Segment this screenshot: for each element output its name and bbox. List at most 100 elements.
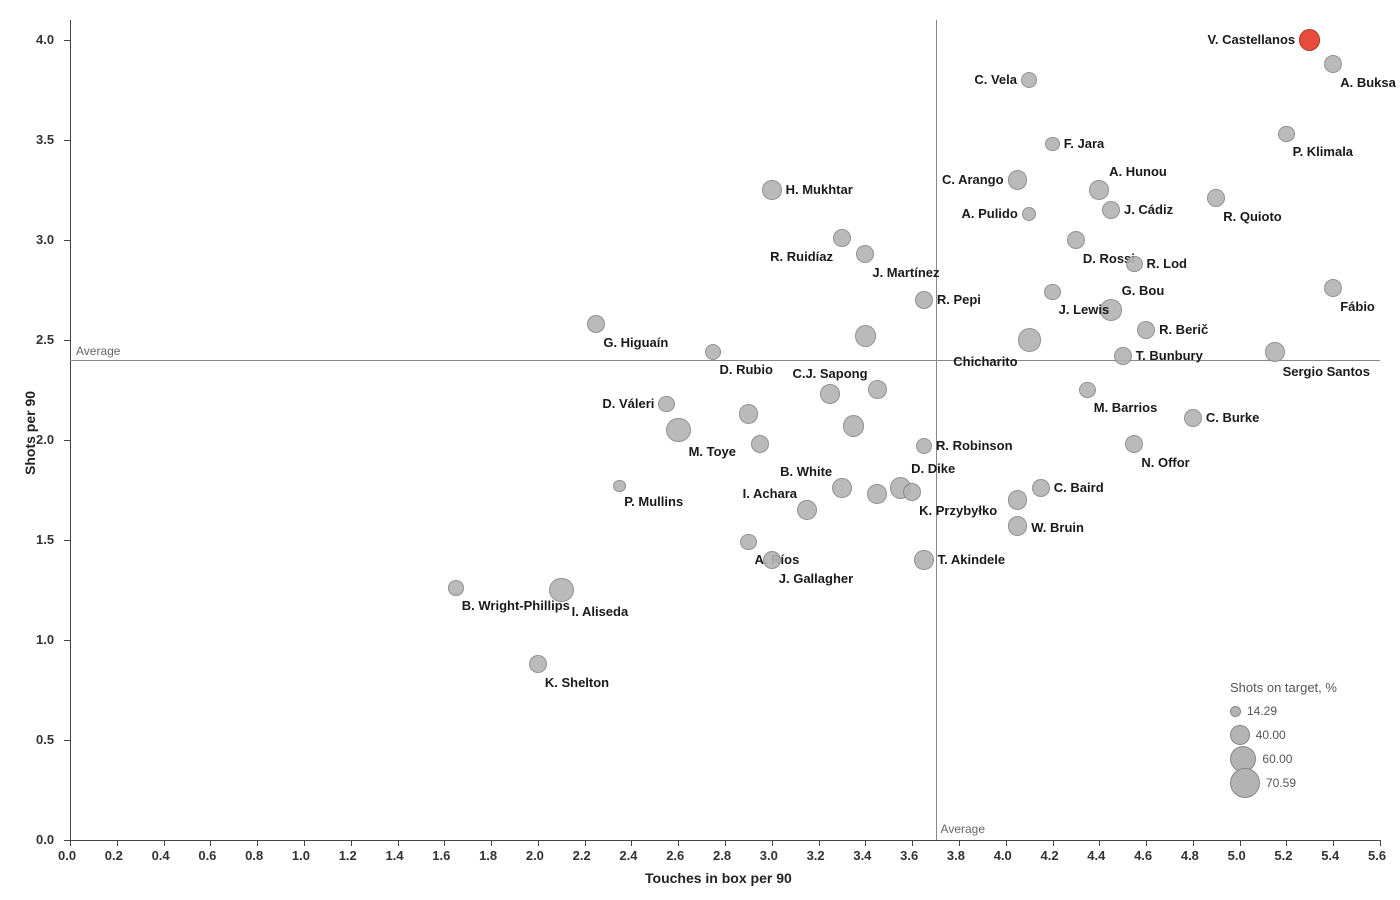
data-point [1021,72,1037,88]
x-tick-label: 2.4 [619,848,637,863]
data-point [587,315,605,333]
data-point [762,180,782,200]
x-tick-label: 1.4 [386,848,404,863]
point-label: M. Barrios [1094,400,1158,415]
point-label: R. Ruidíaz [770,249,833,264]
point-label: R. Quioto [1223,209,1282,224]
legend-row: 40.00 [1230,723,1337,747]
point-label: Sergio Santos [1283,364,1370,379]
point-label: R. Robinson [936,438,1013,453]
point-label: J. Lewis [1059,302,1110,317]
point-label: C.J. Sapong [792,366,867,381]
data-point [448,580,464,596]
x-average-label: Average [941,822,985,836]
x-tick-label: 3.8 [947,848,965,863]
legend-bubble [1230,768,1260,798]
data-point [867,484,887,504]
x-tick-label: 2.2 [573,848,591,863]
data-point [658,396,674,412]
x-tick-label: 5.4 [1321,848,1339,863]
data-point [1137,321,1155,339]
legend-value: 14.29 [1247,704,1277,718]
point-label: I. Achara [743,486,797,501]
point-label: K. Przybyłko [919,503,997,518]
data-point [903,483,921,501]
data-point [1126,256,1142,272]
legend-value: 70.59 [1266,776,1296,790]
x-tick-label: 3.0 [760,848,778,863]
data-point [797,500,817,520]
y-tick-label: 3.5 [36,132,54,147]
legend-value: 40.00 [1256,728,1286,742]
x-tick-label: 5.0 [1228,848,1246,863]
data-point [1125,435,1143,453]
data-point [1008,516,1028,536]
point-label: F. Jara [1064,136,1104,151]
data-point [916,438,932,454]
point-label: C. Arango [942,172,1004,187]
x-tick-label: 0.6 [198,848,216,863]
data-point [1022,207,1037,222]
x-tick-label: 3.4 [853,848,871,863]
data-point [740,534,756,550]
x-tick-label: 4.6 [1134,848,1152,863]
point-label: A. Pulido [961,206,1017,221]
data-point [914,550,934,570]
x-tick-label: 2.8 [713,848,731,863]
x-tick-label: 4.4 [1087,848,1105,863]
data-point [529,655,547,673]
point-label: Chicharito [953,354,1017,369]
data-point [705,344,721,360]
point-label: P. Klimala [1293,144,1353,159]
y-tick-label: 3.0 [36,232,54,247]
y-axis-line [70,20,71,840]
point-label: R. Lod [1147,256,1187,271]
x-tick-label: 3.2 [807,848,825,863]
data-point [1018,328,1041,351]
data-point [1324,55,1342,73]
x-average-line [936,20,937,840]
data-point [739,404,759,424]
legend-row: 14.29 [1230,699,1337,723]
legend-value: 60.00 [1262,752,1292,766]
y-tick-label: 0.0 [36,832,54,847]
data-point [1324,279,1342,297]
data-point [1114,347,1132,365]
point-label: B. White [780,464,832,479]
x-tick-label: 3.6 [900,848,918,863]
point-label: G. Bou [1122,283,1165,298]
size-legend: Shots on target, %14.2940.0060.0070.59 [1230,680,1337,795]
legend-bubble [1230,725,1250,745]
y-tick-label: 0.5 [36,732,54,747]
x-tick-label: 2.6 [666,848,684,863]
data-point [1102,201,1120,219]
data-point [763,551,781,569]
y-average-label: Average [76,344,120,358]
point-label: K. Shelton [545,675,609,690]
point-label: P. Mullins [624,494,683,509]
data-point [751,435,769,453]
point-label: G. Higuaín [603,335,668,350]
point-label: J. Martínez [872,265,939,280]
point-label: J. Cádiz [1124,202,1173,217]
data-point [833,229,851,247]
x-tick-label: 4.8 [1181,848,1199,863]
point-label: N. Offor [1141,455,1189,470]
x-tick-label: 0.4 [152,848,170,863]
data-point [1032,479,1050,497]
data-point [1079,382,1095,398]
data-point [1089,180,1109,200]
data-point [1184,409,1202,427]
y-tick-label: 1.5 [36,532,54,547]
data-point [915,291,933,309]
point-label: T. Akindele [938,552,1005,567]
point-label: R. Berič [1159,322,1208,337]
y-axis-title: Shots per 90 [22,391,38,475]
x-tick-label: 0.0 [58,848,76,863]
data-point [1008,490,1028,510]
x-tick-label: 1.8 [479,848,497,863]
x-tick-label: 1.2 [339,848,357,863]
point-label: H. Mukhtar [786,182,853,197]
point-label: D. Dike [911,461,955,476]
x-tick-label: 5.6 [1368,848,1386,863]
